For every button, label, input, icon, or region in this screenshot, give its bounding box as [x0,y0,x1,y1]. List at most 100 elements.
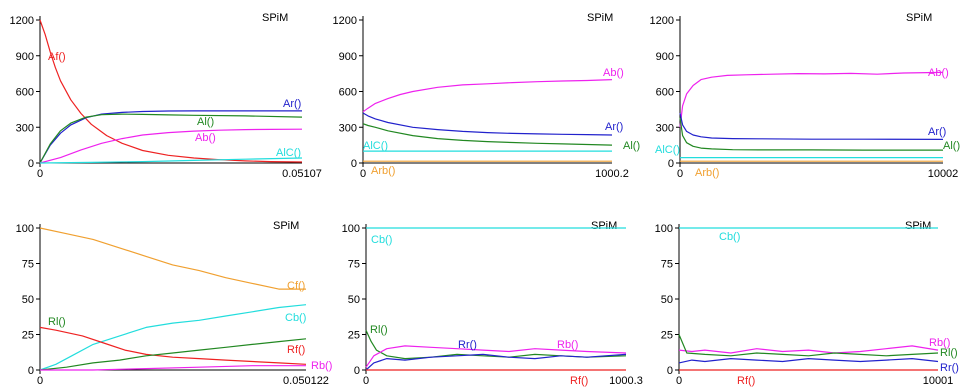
y-tick-label: 50 [22,294,34,306]
series-label: Ab() [603,67,624,79]
series-line-rf [39,326,307,365]
y-tick-label: 75 [22,259,34,271]
series-line-alc [39,157,303,164]
series-label: Ar() [605,121,623,133]
x-tick-label: 0.050122 [283,375,329,387]
series-line-ab [39,128,303,164]
series-line-rb [40,365,306,371]
y-tick-label: 0 [667,365,673,377]
y-tick-label: 0 [351,158,357,170]
watermark-label: SPiM [273,220,299,232]
series-label: Ab() [195,132,216,144]
series-label: Cb() [285,312,306,324]
y-tick-label: 1200 [10,15,34,27]
series-line-rl [365,329,627,360]
y-tick-label: 25 [661,330,673,342]
series-label: Cb() [719,231,740,243]
y-tick-label: 100 [342,223,360,235]
y-tick-label: 0 [668,158,674,170]
y-tick-label: 600 [339,87,357,99]
series-line-ar [39,110,302,164]
series-label: Rf() [570,375,588,387]
series-label: Af() [48,51,66,63]
series-line-rl [678,334,939,357]
watermark-label: SPiM [262,12,288,24]
series-label: AlC() [655,144,680,156]
watermark-label: SPiM [587,12,613,24]
watermark-label: SPiM [591,220,617,232]
series-label: Ab() [928,67,949,79]
series-line-rb [678,345,939,354]
series-label: Rl() [48,316,66,328]
x-tick-label: 1000.3 [609,375,643,387]
x-tick-label: 0 [37,375,43,387]
y-tick-label: 0 [28,365,34,377]
x-tick-label: 0 [37,168,43,180]
series-line-rb [365,345,627,368]
x-tick-label: 1000.2 [595,168,629,180]
y-tick-label: 0 [28,158,34,170]
y-tick-label: 300 [656,122,674,134]
y-tick-label: 900 [656,51,674,63]
series-label: Rl() [370,324,388,336]
y-tick-label: 1200 [650,15,674,27]
y-tick-label: 75 [661,259,673,271]
series-label: Arb() [695,167,719,179]
series-line-rl [39,338,307,371]
y-tick-label: 100 [655,223,673,235]
series-line-ab [362,79,613,113]
series-label: AlC() [363,140,388,152]
watermark-label: SPiM [905,220,931,232]
series-label: Al() [943,140,960,152]
series-line-ab [679,71,944,128]
series-label: Al() [623,140,640,152]
series-label: Cf() [287,280,305,292]
watermark-label: SPiM [906,12,932,24]
y-tick-label: 75 [348,259,360,271]
series-label: Rb() [311,360,332,372]
y-tick-label: 1200 [333,15,357,27]
x-tick-label: 10001 [923,375,954,387]
series-label: Rf() [737,375,755,387]
series-label: Rb() [557,339,578,351]
x-tick-label: 0.05107 [282,168,322,180]
x-tick-label: 0 [676,375,682,387]
series-line-ar [679,112,944,140]
y-tick-label: 50 [348,294,360,306]
series-label: AlC() [276,147,301,159]
series-label: Rl() [940,347,958,359]
series-line-rr [678,358,939,364]
y-tick-label: 600 [656,87,674,99]
y-tick-label: 25 [348,330,360,342]
series-line-rr [365,353,627,371]
x-tick-label: 0 [363,375,369,387]
series-label: Rr() [458,339,477,351]
x-tick-label: 10002 [928,168,959,180]
series-label: Rr() [940,362,959,374]
series-line-al [362,123,613,146]
y-tick-label: 900 [16,51,34,63]
series-label: Ar() [283,98,301,110]
series-line-af [39,19,303,163]
y-tick-label: 600 [16,87,34,99]
series-label: Arb() [371,165,395,177]
y-tick-label: 50 [661,294,673,306]
series-line-al [679,117,943,151]
y-tick-label: 300 [16,122,34,134]
y-tick-label: 300 [339,122,357,134]
y-tick-label: 0 [354,365,360,377]
y-tick-label: 25 [22,330,34,342]
series-line-al [39,113,303,164]
series-line-ar [362,112,613,136]
x-tick-label: 0 [677,168,683,180]
series-label: Ar() [928,126,946,138]
series-label: Rf() [287,344,305,356]
y-tick-label: 900 [339,51,357,63]
series-label: Rb() [929,337,950,349]
series-line-cf [39,227,306,290]
series-label: Cb() [371,234,392,246]
series-label: Al() [197,116,214,128]
y-tick-label: 100 [16,223,34,235]
x-tick-label: 0 [360,168,366,180]
